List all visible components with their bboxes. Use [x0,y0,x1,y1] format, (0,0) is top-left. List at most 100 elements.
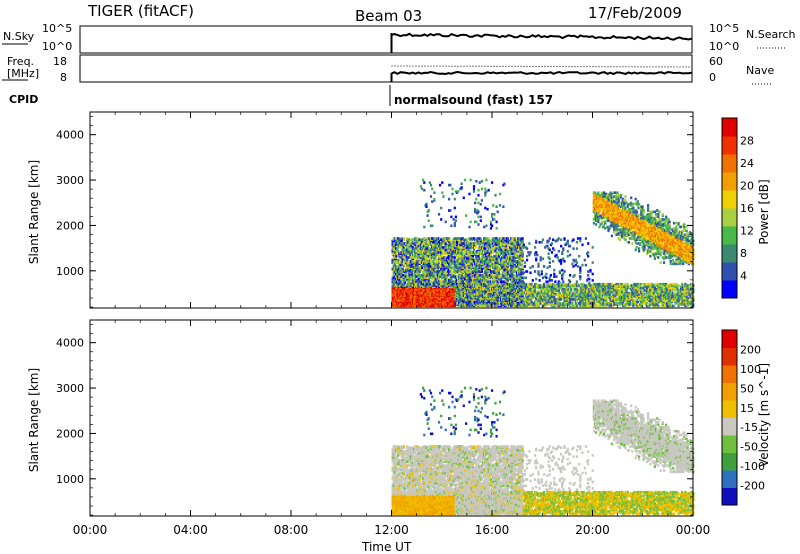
heatmap-cell [526,258,529,262]
heatmap-cell [455,279,459,282]
heatmap-cell [444,286,447,290]
heatmap-cell [457,262,460,266]
heatmap-cell [475,266,478,269]
heatmap-cell [441,293,444,296]
heatmap-cell [543,285,546,288]
heatmap-cell [436,263,439,267]
heatmap-cell [422,291,425,295]
heatmap-cell [427,279,430,282]
heatmap-cell [403,282,407,286]
heatmap-cell [492,242,495,245]
heatmap-cell [436,251,439,254]
nave-tick-bottom: 0 [709,71,716,84]
heatmap-cell [463,178,467,182]
heatmap-cell [477,247,480,250]
heatmap-cell [552,238,555,241]
heatmap-cell [481,300,485,304]
heatmap-cell [466,272,469,276]
heatmap-cell [423,181,426,184]
heatmap-cell [465,263,468,267]
heatmap-cell [474,279,477,282]
heatmap-cell [439,263,442,267]
freq-panel: Freq. [MHz] 18 8 60 0 Nave [2,54,774,85]
heatmap-cell [531,279,534,282]
heatmap-cell [496,210,499,214]
heatmap-cell [579,271,582,275]
heatmap-cell [441,290,444,294]
heatmap-cell [474,282,477,286]
heatmap-cell [439,183,442,187]
heatmap-cell [441,272,444,276]
heatmap-cell [410,238,413,241]
nave-trace [391,65,694,68]
heatmap-cell [400,295,403,299]
heatmap-cell [493,239,496,243]
heatmap-cell [477,293,480,296]
heatmap-cell [422,299,425,302]
heatmap-cell [472,265,476,268]
heatmap-cell [477,285,480,288]
heatmap-cell [436,244,439,248]
heatmap-cell [441,265,444,268]
heatmap-cell [418,261,421,264]
heatmap-cell [455,282,459,286]
heatmap-cell [410,268,413,272]
heatmap-cell [498,204,502,207]
heatmap-cell [396,302,399,305]
heatmap-cell [481,247,485,250]
heatmap-cell [477,272,480,276]
heatmap-cell [540,272,543,276]
heatmap-cell [441,191,444,194]
heatmap-cell [547,239,550,243]
heatmap-cell [545,276,548,280]
heatmap-cell [418,251,421,254]
heatmap-cell [429,253,433,257]
heatmap-cell [410,280,413,283]
heatmap-cell [448,209,451,212]
heatmap-cell [459,280,462,283]
heatmap-cell [474,220,477,224]
heatmap-cell [465,214,468,217]
heatmap-cell [455,258,459,262]
heatmap-cell [455,266,459,269]
heatmap-cell [574,302,577,305]
heatmap-cell [575,241,578,244]
heatmap-cell [502,205,505,208]
heatmap-cell [396,280,399,283]
heatmap-cell [455,295,459,299]
heatmap-cell [481,253,485,257]
heatmap-cell [581,263,584,267]
heatmap-cell [444,280,447,283]
heatmap-cell [560,244,563,248]
heatmap-cell [451,256,454,259]
heatmap-cell [492,248,495,252]
heatmap-cell [579,239,582,243]
heatmap-cell [441,249,444,253]
heatmap-cell [459,260,462,263]
heatmap-cell [453,206,456,210]
heatmap-cell [488,281,491,285]
heatmap-cell [474,293,477,296]
heatmap-cell [453,224,456,228]
heatmap-cell [569,285,572,288]
heatmap-cell [448,286,451,290]
heatmap-cell [429,183,433,187]
heatmap-cell [448,257,451,261]
heatmap-cell [526,270,529,273]
heatmap-cell [409,247,412,250]
heatmap-cell [396,251,399,254]
heatmap-cell [396,295,399,299]
heatmap-cell [474,300,477,304]
heatmap-cell [485,296,488,300]
heatmap-cell [422,261,425,264]
heatmap-cell [434,277,437,281]
heatmap-cell [407,248,410,252]
heatmap-cell [454,215,457,219]
heatmap-cell [426,282,429,286]
heatmap-cell [436,239,439,243]
freq-label-line1: Freq. [7,55,34,68]
heatmap-cell [492,218,495,221]
heatmap-cell [397,258,400,262]
heatmap-cell [393,262,396,266]
heatmap-cell [471,277,474,281]
